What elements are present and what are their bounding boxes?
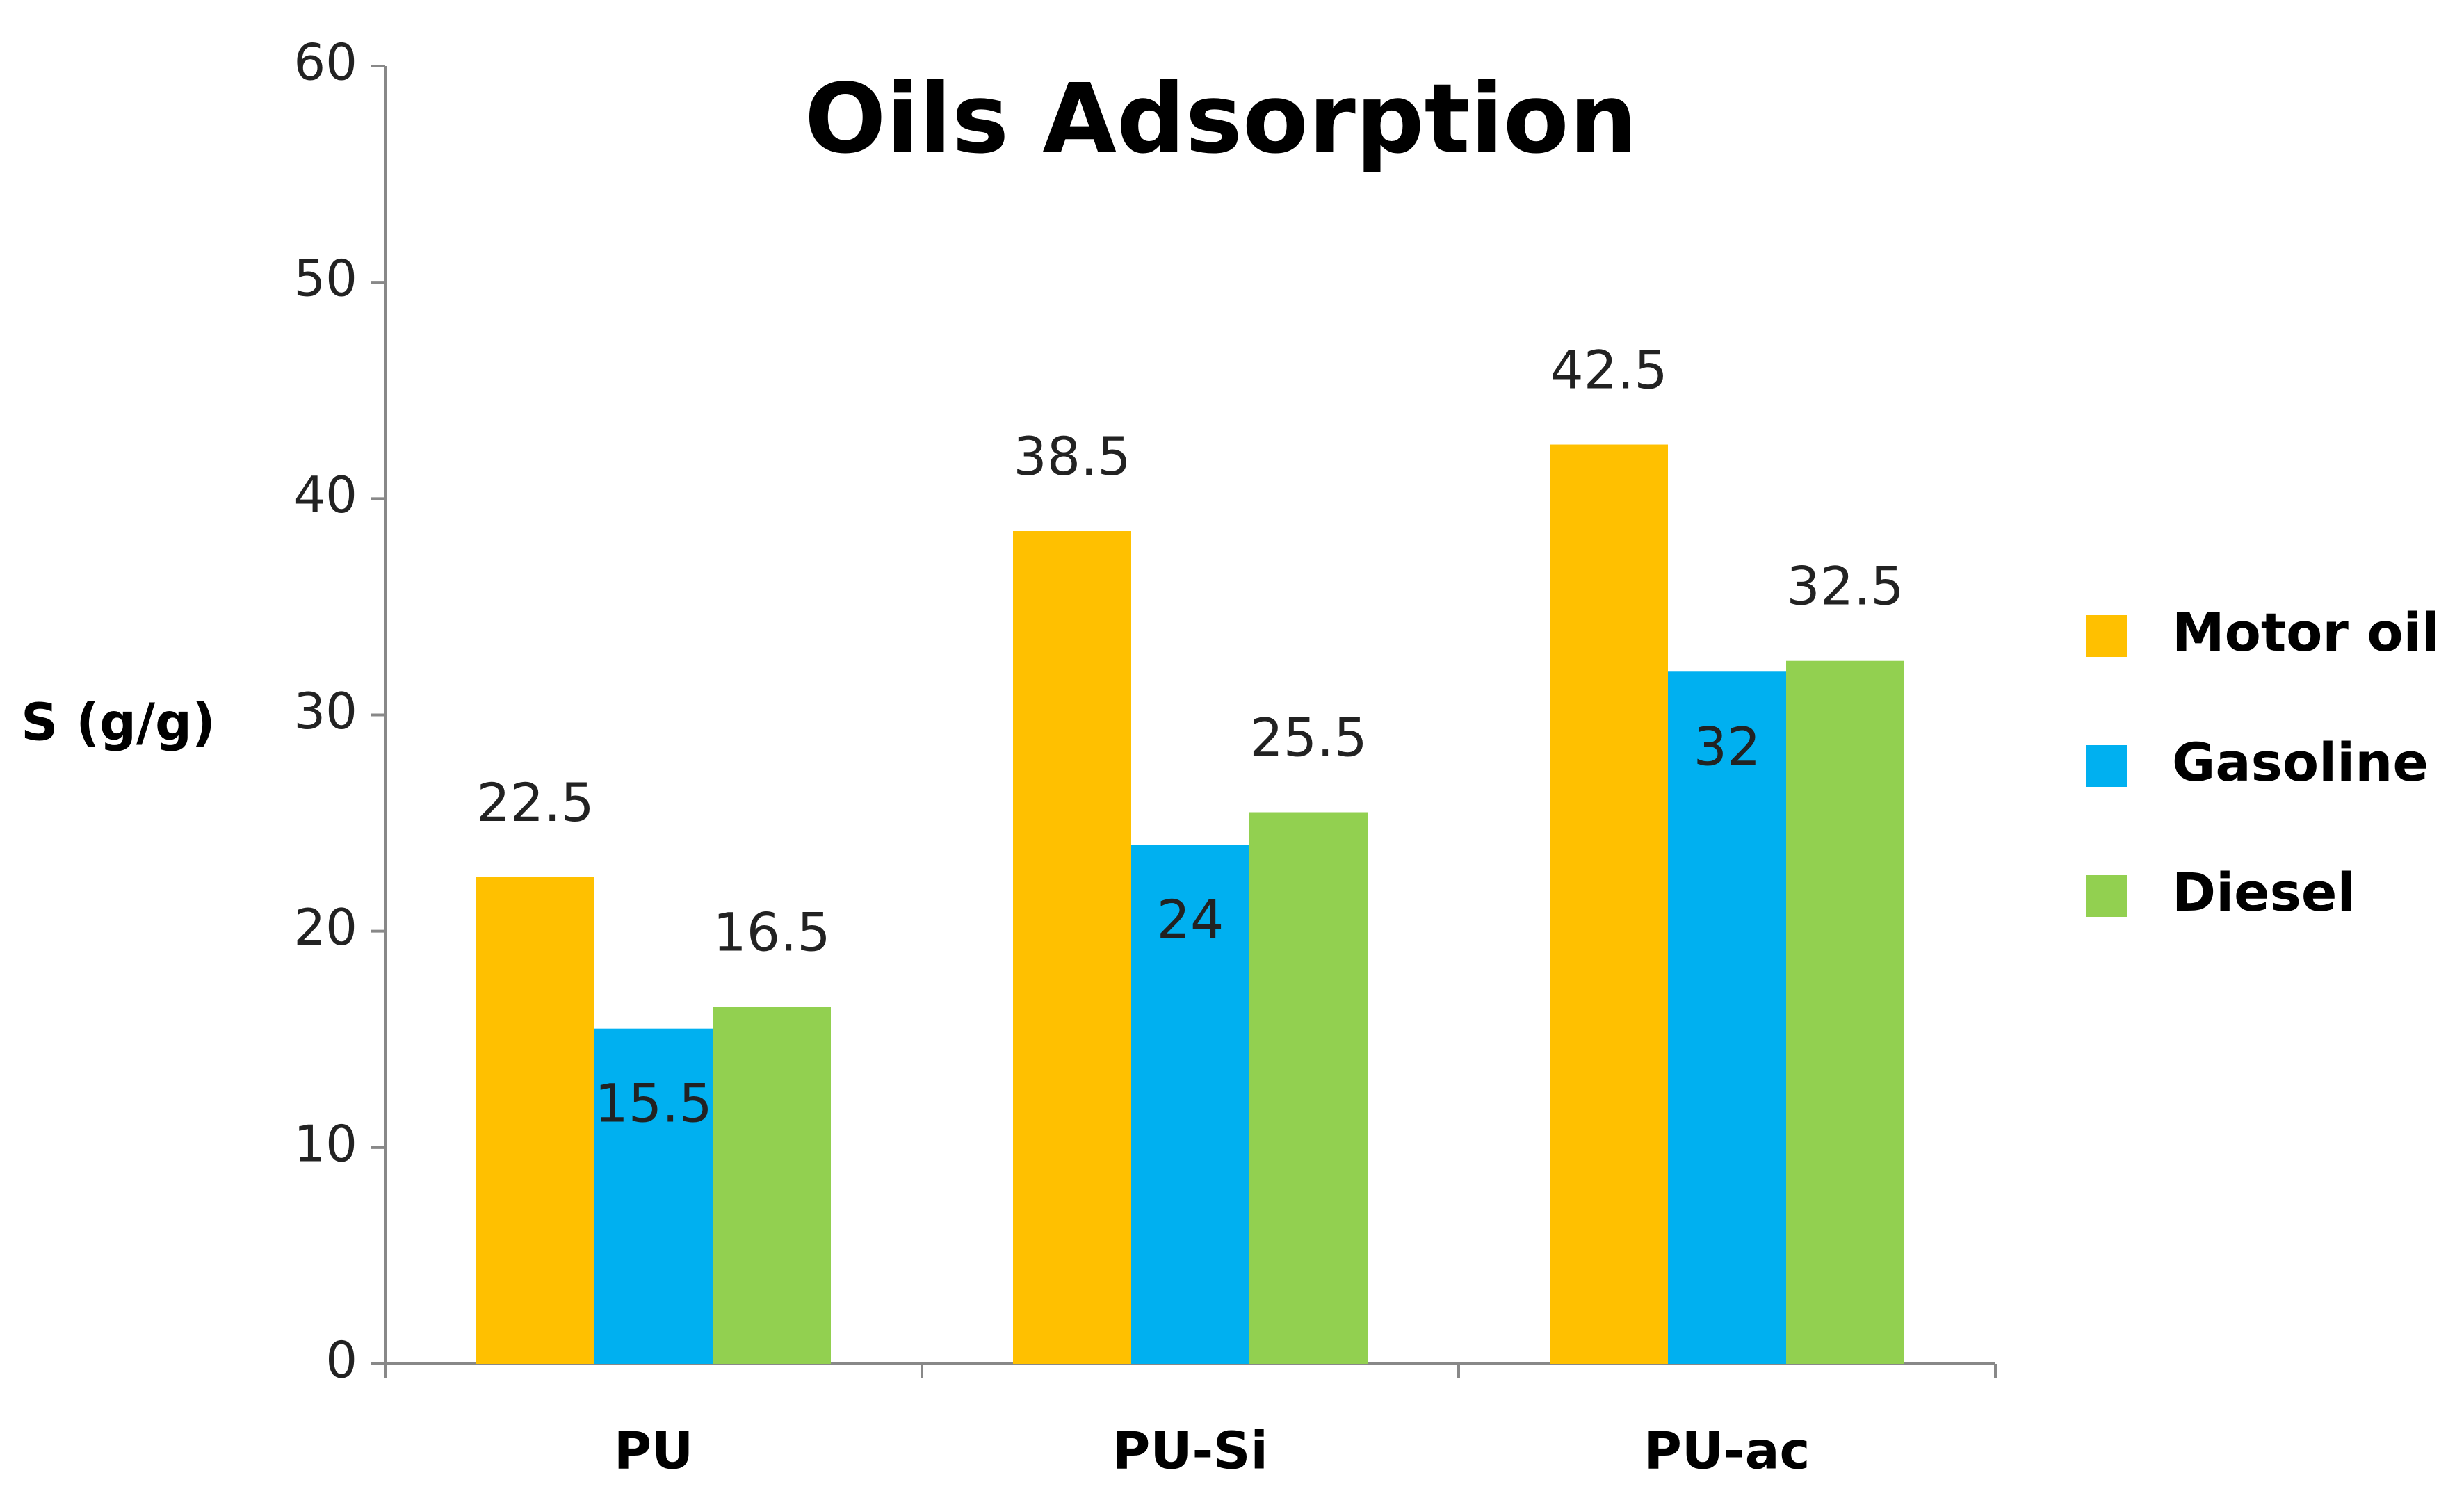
data-label: 25.5 <box>1249 707 1367 769</box>
bar <box>1786 660 1904 1364</box>
legend-swatch <box>2086 745 2127 787</box>
y-axis-title: S (g/g) <box>21 693 216 753</box>
y-tick-label: 60 <box>293 33 357 92</box>
bar <box>594 1028 713 1364</box>
y-tick-label: 10 <box>293 1114 357 1173</box>
legend-label: Diesel <box>2172 861 2356 923</box>
legend-label: Gasoline <box>2172 731 2429 793</box>
data-label: 22.5 <box>476 772 594 833</box>
data-label: 15.5 <box>594 1073 712 1134</box>
bar <box>1550 444 1668 1364</box>
chart-title: Oils Adsorption <box>804 63 1637 175</box>
y-tick-label: 30 <box>293 682 357 740</box>
data-label: 16.5 <box>713 902 830 963</box>
y-tick-label: 0 <box>325 1331 357 1390</box>
x-tick-label: PU-Si <box>1112 1422 1268 1481</box>
bar <box>1013 531 1131 1365</box>
y-tick-label: 20 <box>293 898 357 956</box>
legend-label: Motor oil <box>2172 601 2440 663</box>
bar <box>1668 671 1786 1364</box>
data-label: 32.5 <box>1786 555 1904 617</box>
data-label: 38.5 <box>1013 425 1130 487</box>
y-tick-label: 40 <box>293 466 357 524</box>
x-tick-label: PU <box>614 1422 693 1481</box>
legend-swatch <box>2086 615 2127 657</box>
data-label: 32 <box>1694 715 1761 777</box>
x-tick-label: PU-ac <box>1644 1422 1810 1481</box>
data-label: 24 <box>1157 888 1224 950</box>
bar <box>713 1007 831 1364</box>
bar <box>476 877 594 1364</box>
data-label: 42.5 <box>1550 339 1667 401</box>
bar <box>1131 845 1249 1364</box>
legend-swatch <box>2086 875 2127 917</box>
bar <box>1249 812 1368 1364</box>
y-tick-label: 50 <box>293 250 357 308</box>
